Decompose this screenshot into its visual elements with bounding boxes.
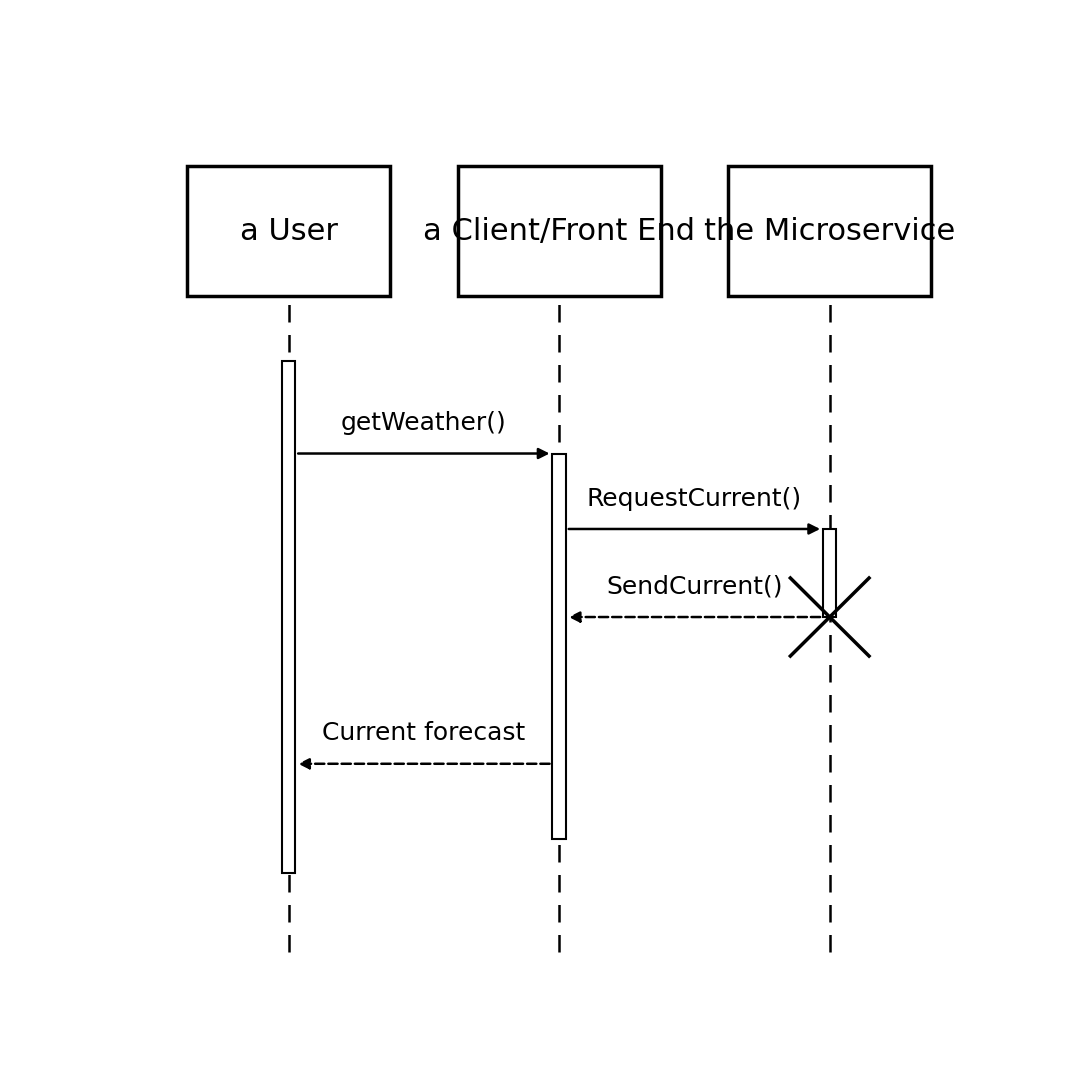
- Text: a User: a User: [240, 217, 337, 246]
- Text: Current forecast: Current forecast: [322, 721, 526, 745]
- Bar: [188, 167, 391, 296]
- Bar: [552, 453, 566, 840]
- Bar: [458, 167, 661, 296]
- Text: SendCurrent(): SendCurrent(): [607, 575, 782, 599]
- Text: the Microservice: the Microservice: [704, 217, 956, 246]
- Bar: [729, 167, 932, 296]
- Text: a Client/Front End: a Client/Front End: [423, 217, 695, 246]
- Bar: [281, 362, 296, 872]
- Bar: [823, 529, 837, 617]
- Text: RequestCurrent(): RequestCurrent(): [587, 487, 802, 511]
- Text: getWeather(): getWeather(): [341, 411, 506, 436]
